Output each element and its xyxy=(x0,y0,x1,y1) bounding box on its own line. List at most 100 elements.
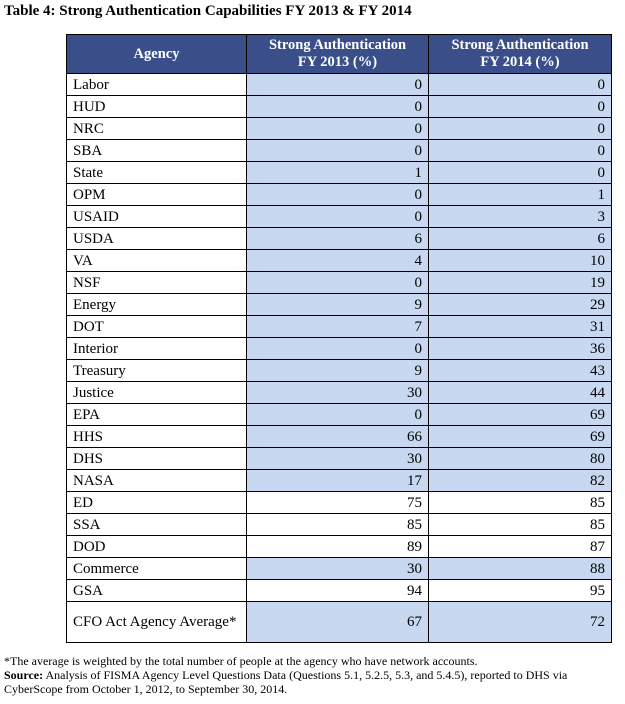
fy2014-cell: 69 xyxy=(428,425,612,448)
agency-cell: USAID xyxy=(66,205,247,228)
fy2013-cell: 6 xyxy=(246,227,429,250)
table-notes: *The average is weighted by the total nu… xyxy=(4,654,624,696)
fy2013-cell: 1 xyxy=(246,161,429,184)
table-row: HHS 66 69 xyxy=(66,425,612,448)
fy2014-cell: 0 xyxy=(428,139,612,162)
fy2014-cell: 72 xyxy=(428,601,612,643)
fy2014-cell: 0 xyxy=(428,73,612,96)
table-row: Treasury 9 43 xyxy=(66,359,612,382)
fy2014-cell: 43 xyxy=(428,359,612,382)
fy2013-cell: 0 xyxy=(246,205,429,228)
table-caption: Table 4: Strong Authentication Capabilit… xyxy=(4,3,412,19)
agency-cell: EPA xyxy=(66,403,247,426)
fy2014-cell: 0 xyxy=(428,117,612,140)
average-row: CFO Act Agency Average* 67 72 xyxy=(66,601,612,643)
table-row: VA 4 10 xyxy=(66,249,612,272)
table-row: OPM 0 1 xyxy=(66,183,612,206)
header-agency: Agency xyxy=(66,34,247,74)
fy2014-cell: 6 xyxy=(428,227,612,250)
agency-cell: Interior xyxy=(66,337,247,360)
table-row: NASA 17 82 xyxy=(66,469,612,492)
agency-cell: Labor xyxy=(66,73,247,96)
agency-cell: HUD xyxy=(66,95,247,118)
fy2013-cell: 4 xyxy=(246,249,429,272)
fy2013-cell: 30 xyxy=(246,447,429,470)
fy2014-cell: 19 xyxy=(428,271,612,294)
fy2013-cell: 0 xyxy=(246,139,429,162)
table-row: DHS 30 80 xyxy=(66,447,612,470)
agency-cell: NASA xyxy=(66,469,247,492)
fy2013-cell: 94 xyxy=(246,579,429,602)
agency-cell: ED xyxy=(66,491,247,514)
table-row: USDA 6 6 xyxy=(66,227,612,250)
fy2013-cell: 0 xyxy=(246,183,429,206)
fy2014-cell: 85 xyxy=(428,513,612,536)
fy2013-cell: 85 xyxy=(246,513,429,536)
agency-cell: NRC xyxy=(66,117,247,140)
table-row: Commerce 30 88 xyxy=(66,557,612,580)
header-fy2014-line1: Strong Authentication xyxy=(451,37,589,53)
table-row: State 1 0 xyxy=(66,161,612,184)
agency-cell: NSF xyxy=(66,271,247,294)
header-fy2014-line2: FY 2014 (%) xyxy=(480,54,560,70)
table-row: GSA 94 95 xyxy=(66,579,612,602)
source-text: Analysis of FISMA Agency Level Questions… xyxy=(4,668,568,696)
table-row: Interior 0 36 xyxy=(66,337,612,360)
agency-cell: DOT xyxy=(66,315,247,338)
agency-cell: DOD xyxy=(66,535,247,558)
fy2013-cell: 30 xyxy=(246,557,429,580)
table-row: Justice 30 44 xyxy=(66,381,612,404)
fy2014-cell: 95 xyxy=(428,579,612,602)
table-row: SSA 85 85 xyxy=(66,513,612,536)
fy2013-cell: 75 xyxy=(246,491,429,514)
agency-cell: OPM xyxy=(66,183,247,206)
fy2013-cell: 0 xyxy=(246,117,429,140)
source-label: Source: xyxy=(4,668,44,682)
header-agency-label: Agency xyxy=(133,45,180,62)
fy2013-cell: 0 xyxy=(246,337,429,360)
fy2013-cell: 9 xyxy=(246,293,429,316)
fy2013-cell: 9 xyxy=(246,359,429,382)
agency-cell: HHS xyxy=(66,425,247,448)
fy2013-cell: 0 xyxy=(246,73,429,96)
table-row: SBA 0 0 xyxy=(66,139,612,162)
fy2013-cell: 67 xyxy=(246,601,429,643)
agency-cell: GSA xyxy=(66,579,247,602)
fy2014-cell: 1 xyxy=(428,183,612,206)
table-row: DOT 7 31 xyxy=(66,315,612,338)
fy2013-cell: 89 xyxy=(246,535,429,558)
strong-authentication-table: Agency Strong Authentication FY 2013 (%)… xyxy=(66,34,612,643)
fy2013-cell: 30 xyxy=(246,381,429,404)
fy2014-cell: 36 xyxy=(428,337,612,360)
fy2014-cell: 85 xyxy=(428,491,612,514)
fy2014-cell: 80 xyxy=(428,447,612,470)
table-row: HUD 0 0 xyxy=(66,95,612,118)
table-body: Labor 0 0 HUD 0 0 NRC 0 0 SBA 0 0 State 1 0 OPM 0 1 USAID 0… xyxy=(66,73,612,643)
agency-cell: SBA xyxy=(66,139,247,162)
fy2014-cell: 0 xyxy=(428,161,612,184)
table-row: USAID 0 3 xyxy=(66,205,612,228)
fy2013-cell: 0 xyxy=(246,95,429,118)
fy2014-cell: 88 xyxy=(428,557,612,580)
fy2014-cell: 29 xyxy=(428,293,612,316)
table-row: Energy 9 29 xyxy=(66,293,612,316)
table-row: NRC 0 0 xyxy=(66,117,612,140)
table-row: Labor 0 0 xyxy=(66,73,612,96)
table-row: EPA 0 69 xyxy=(66,403,612,426)
fy2014-cell: 87 xyxy=(428,535,612,558)
fy2013-cell: 17 xyxy=(246,469,429,492)
header-fy2013-line1: Strong Authentication xyxy=(268,37,407,53)
agency-cell: Commerce xyxy=(66,557,247,580)
fy2014-cell: 69 xyxy=(428,403,612,426)
header-fy2013-line2: FY 2013 (%) xyxy=(297,54,378,70)
agency-cell: CFO Act Agency Average* xyxy=(66,601,247,643)
table-row: NSF 0 19 xyxy=(66,271,612,294)
agency-cell: State xyxy=(66,161,247,184)
fy2013-cell: 66 xyxy=(246,425,429,448)
fy2014-cell: 31 xyxy=(428,315,612,338)
table-row: ED 75 85 xyxy=(66,491,612,514)
header-fy2014: Strong Authentication FY 2014 (%) xyxy=(428,34,612,74)
agency-cell: Justice xyxy=(66,381,247,404)
agency-cell: USDA xyxy=(66,227,247,250)
fy2013-cell: 0 xyxy=(246,271,429,294)
